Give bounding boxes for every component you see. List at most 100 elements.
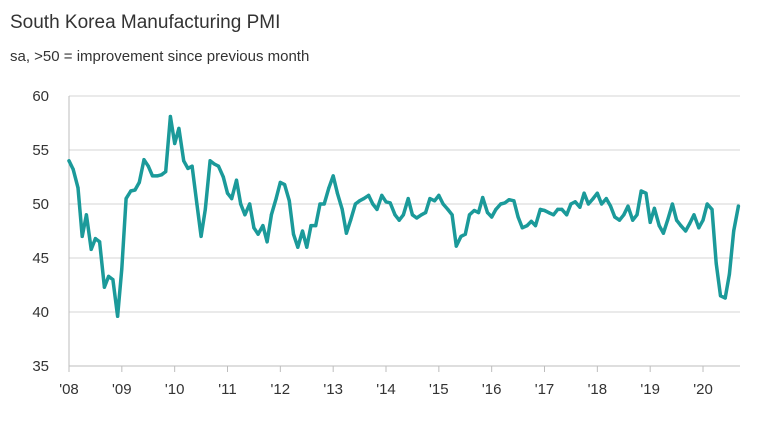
data-point — [485, 211, 490, 215]
data-point — [441, 202, 445, 206]
data-point — [80, 234, 84, 238]
data-point — [248, 202, 252, 206]
data-point — [225, 191, 230, 195]
data-point — [318, 202, 322, 206]
data-point — [675, 218, 679, 222]
data-point — [617, 218, 622, 222]
data-point — [98, 240, 102, 244]
data-point — [159, 173, 164, 177]
data-point — [657, 224, 661, 228]
y-tick-label: 55 — [32, 142, 49, 159]
data-point — [164, 170, 168, 174]
data-point — [261, 224, 265, 228]
y-tick-label: 35 — [32, 358, 49, 375]
data-point — [133, 188, 137, 192]
x-axis: '08 '09 '10 '11 '12 '13 '14 '15 '16 '17 '18 '19 '20 — [59, 365, 740, 398]
data-point — [490, 215, 494, 219]
data-point — [203, 207, 207, 211]
data-point — [631, 218, 635, 222]
x-tick-label: '08 — [59, 381, 79, 398]
data-point — [269, 213, 273, 217]
data-point — [371, 202, 375, 206]
data-point — [358, 199, 362, 203]
data-point — [684, 229, 688, 233]
data-point — [499, 202, 503, 206]
data-point — [459, 234, 463, 238]
data-point — [362, 197, 366, 201]
data-point — [516, 215, 520, 219]
data-point — [419, 213, 423, 217]
data-point — [670, 202, 675, 206]
data-point — [472, 208, 476, 213]
data-point — [89, 247, 93, 251]
data-point — [120, 267, 124, 271]
data-point — [305, 245, 309, 249]
data-point — [314, 224, 318, 228]
data-point — [586, 202, 591, 206]
data-point — [137, 180, 141, 184]
data-point — [146, 164, 150, 168]
data-point — [600, 202, 604, 206]
data-point — [652, 206, 657, 210]
data-point — [533, 224, 538, 228]
data-point — [622, 213, 626, 217]
data-point — [397, 218, 401, 222]
data-point — [76, 186, 80, 190]
y-tick-label: 40 — [32, 304, 49, 321]
x-tick-label: '12 — [271, 381, 291, 398]
data-point — [476, 211, 481, 215]
data-point — [538, 207, 542, 211]
x-tick-label: '09 — [112, 381, 132, 398]
data-point — [648, 220, 652, 224]
data-point — [393, 213, 397, 217]
x-tick-label: '16 — [482, 381, 502, 398]
data-point — [424, 211, 428, 215]
data-point — [520, 226, 524, 230]
data-point — [626, 204, 630, 208]
y-axis: 35 40 45 50 55 60 — [32, 88, 70, 375]
data-point — [221, 175, 225, 179]
data-point — [688, 221, 692, 225]
data-point — [287, 199, 291, 203]
data-point — [727, 272, 732, 276]
data-point — [701, 218, 705, 222]
data-point — [736, 204, 741, 208]
data-point — [182, 159, 186, 163]
data-point — [296, 245, 300, 249]
data-point — [309, 224, 313, 228]
data-point — [604, 197, 608, 201]
data-point — [274, 197, 278, 201]
data-point — [679, 224, 683, 228]
data-point — [186, 166, 190, 170]
data-point — [595, 191, 599, 195]
chart-title: South Korea Manufacturing PMI — [10, 12, 281, 33]
data-point — [291, 232, 296, 236]
data-point — [367, 193, 371, 197]
x-tick-label: '11 — [218, 381, 236, 398]
data-point — [406, 197, 410, 201]
data-point — [84, 213, 88, 217]
x-tick-label: '19 — [640, 381, 660, 398]
data-point — [230, 197, 234, 201]
data-point — [635, 213, 639, 217]
data-point — [481, 195, 485, 200]
data-point — [692, 213, 696, 217]
data-point — [714, 261, 718, 265]
data-point — [124, 197, 128, 201]
data-point — [278, 180, 282, 184]
data-point — [551, 213, 556, 217]
data-point — [582, 191, 586, 195]
data-point — [212, 162, 216, 166]
x-tick-label: '10 — [165, 381, 185, 398]
data-point — [503, 201, 507, 205]
data-point — [107, 274, 111, 278]
data-point — [327, 186, 331, 190]
data-point — [340, 207, 344, 211]
data-point — [578, 205, 582, 209]
data-point — [335, 191, 339, 195]
data-point — [380, 193, 384, 197]
x-tick-label: '13 — [323, 381, 343, 398]
data-point — [208, 159, 212, 163]
data-point — [199, 234, 203, 238]
x-tick-label: '15 — [429, 381, 449, 398]
